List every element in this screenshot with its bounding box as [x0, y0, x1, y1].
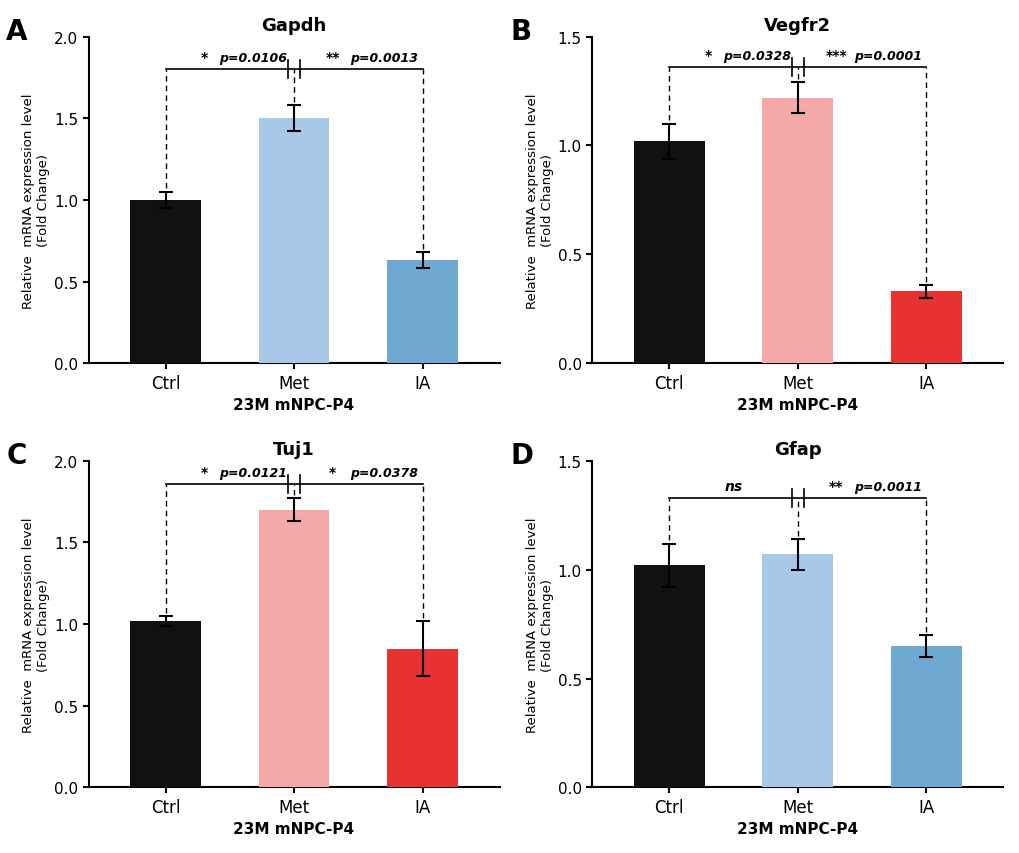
Text: p=0.0011: p=0.0011: [853, 480, 921, 493]
Bar: [762, 554, 833, 787]
Text: p=0.0106: p=0.0106: [219, 52, 286, 66]
X-axis label: 23M mNPC-P4: 23M mNPC-P4: [737, 821, 858, 836]
Bar: [762, 98, 833, 363]
Bar: [387, 649, 458, 787]
Title: Gapdh: Gapdh: [261, 17, 326, 35]
Text: p=0.0328: p=0.0328: [722, 50, 790, 63]
Text: ns: ns: [723, 479, 742, 493]
Text: B: B: [510, 18, 531, 46]
Text: *: *: [329, 465, 336, 479]
Text: *: *: [201, 51, 208, 66]
Y-axis label: Relative  mRNA expression level
(Fold Change): Relative mRNA expression level (Fold Cha…: [525, 517, 553, 732]
Bar: [634, 142, 704, 363]
Text: p=0.0013: p=0.0013: [350, 52, 418, 66]
Bar: [387, 261, 458, 363]
Text: ***: ***: [824, 49, 847, 63]
Bar: [890, 646, 961, 787]
Text: *: *: [201, 465, 208, 479]
Text: p=0.0121: p=0.0121: [219, 467, 286, 479]
X-axis label: 23M mNPC-P4: 23M mNPC-P4: [737, 397, 858, 413]
Text: A: A: [6, 18, 28, 46]
Title: Tuj1: Tuj1: [273, 440, 315, 458]
Bar: [890, 292, 961, 363]
Title: Gfap: Gfap: [773, 440, 821, 458]
Text: C: C: [6, 442, 26, 470]
Y-axis label: Relative  mRNA expression level
(Fold Change): Relative mRNA expression level (Fold Cha…: [21, 517, 50, 732]
Text: **: **: [325, 51, 339, 66]
Text: **: **: [828, 479, 843, 493]
Text: *: *: [703, 49, 711, 63]
Text: p=0.0001: p=0.0001: [853, 50, 921, 63]
Bar: [259, 510, 329, 787]
Bar: [634, 566, 704, 787]
Text: p=0.0378: p=0.0378: [350, 467, 418, 479]
Bar: [130, 200, 201, 363]
Y-axis label: Relative  mRNA expression level
(Fold Change): Relative mRNA expression level (Fold Cha…: [21, 93, 50, 308]
Bar: [259, 119, 329, 363]
Bar: [130, 621, 201, 787]
Title: Vegfr2: Vegfr2: [763, 17, 830, 35]
X-axis label: 23M mNPC-P4: 23M mNPC-P4: [233, 397, 355, 413]
X-axis label: 23M mNPC-P4: 23M mNPC-P4: [233, 821, 355, 836]
Y-axis label: Relative  mRNA expression level
(Fold Change): Relative mRNA expression level (Fold Cha…: [525, 93, 553, 308]
Text: D: D: [510, 442, 533, 470]
